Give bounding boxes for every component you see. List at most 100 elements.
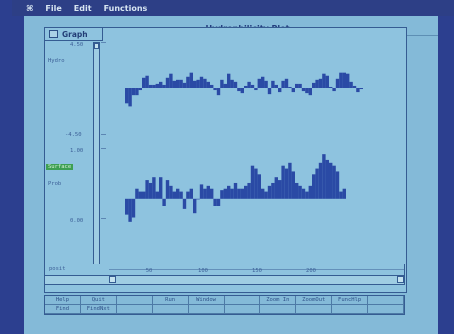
panel-0-bar-16 — [179, 79, 183, 88]
panel-0-bar-32 — [233, 81, 238, 88]
graph-tab[interactable]: Graph — [45, 28, 103, 41]
toolbar-row2-cell-9[interactable] — [368, 305, 404, 314]
panel-0-bar-17 — [182, 82, 187, 88]
panel-1-bar-40 — [261, 188, 265, 199]
panel-0-bar-6 — [145, 75, 149, 88]
panel-0-bar-64 — [342, 72, 346, 88]
panel-1-bar-2 — [131, 198, 136, 218]
panel-1-bar-59 — [325, 159, 329, 199]
panel-0-bar-3 — [135, 88, 139, 96]
panel-1-bar-8 — [152, 177, 156, 199]
panel-0-bar-54 — [308, 88, 312, 96]
toolbar-row2-cell-4[interactable] — [188, 305, 225, 314]
toolbar-row1-cell-3[interactable]: Run — [152, 296, 189, 305]
toolbar-row2-cell-6[interactable] — [260, 305, 297, 314]
panel-1-bar-30 — [227, 185, 231, 199]
panel-1-bar-17 — [182, 198, 187, 209]
panel-1-bar-41 — [264, 191, 268, 199]
panel-1-bar-10 — [159, 177, 163, 199]
panel-1-bar-23 — [203, 188, 207, 199]
panel-1-bar-42 — [267, 185, 272, 199]
menu-file[interactable]: File — [45, 3, 62, 13]
panel-0-bar-8 — [152, 84, 156, 88]
toolbar-row1-cell-2[interactable] — [116, 296, 153, 305]
panel-0-bar-4 — [138, 88, 142, 91]
close-box-icon[interactable] — [49, 30, 58, 38]
panel-1-bar-29 — [223, 188, 227, 199]
toolbar-row2-cell-1[interactable]: FindNxt — [80, 305, 117, 314]
toolbar-row1-cell-6[interactable]: Zoom In — [260, 296, 297, 305]
panel-0-bar-25 — [210, 84, 214, 88]
panel-0-bar-28 — [220, 79, 224, 88]
panel-0-bar-49 — [291, 88, 295, 93]
toolbar-row1-cell-8[interactable]: FuncHlp — [332, 296, 369, 305]
toolbar-row2-cell-3[interactable] — [152, 305, 189, 314]
panel-1-bar-57 — [318, 162, 323, 199]
panel-1-bar-19 — [189, 188, 193, 199]
ruler-tick-label-1: 100 — [198, 268, 208, 274]
toolbar-row2-cell-8[interactable] — [332, 305, 369, 314]
panel-0-bar-5 — [142, 77, 146, 88]
panel-1-bar-35 — [244, 185, 248, 199]
toolbar-row1-cell-7[interactable]: ZoomOut — [296, 296, 333, 305]
panel-1-bar-64 — [342, 188, 346, 199]
panel-0-bar-13 — [169, 73, 173, 88]
menu-functions[interactable]: Functions — [103, 3, 148, 13]
toolbar-row2-cell-5[interactable] — [224, 305, 261, 314]
panel-0-bar-40 — [261, 76, 265, 88]
panel-1-bar-20 — [193, 198, 197, 214]
panel-0-bar-41 — [264, 80, 268, 88]
toolbar-row1-cell-9[interactable] — [368, 296, 404, 305]
panel-1-bar-0 — [125, 198, 129, 215]
panel-1-bar-9 — [155, 191, 159, 199]
y-axis-labels: 4.50 Hydro -4.50 1.00 Surface Prob 0.00 — [46, 42, 92, 292]
horizontal-scrollbar[interactable] — [44, 276, 405, 285]
panel-0-bar-45 — [278, 88, 282, 93]
panel-1-bar-32 — [233, 182, 238, 199]
panel-0-bar-24 — [206, 81, 210, 88]
graph-window: Graph 4.50 Hydro -4.50 1.00 Surface Prob… — [44, 27, 407, 293]
panel-1-bar-38 — [254, 168, 258, 199]
toolbar-row1-cell-5[interactable] — [224, 296, 261, 305]
panel-0-bar-39 — [257, 78, 261, 88]
panel-1-bar-7 — [148, 182, 153, 199]
panel-1-bar-12 — [165, 180, 170, 199]
panel-1-bar-14 — [172, 191, 176, 199]
panel-0-bar-46 — [281, 80, 285, 88]
scroll-up-arrow-icon[interactable] — [94, 43, 99, 49]
panel-1-bar-33 — [237, 188, 241, 199]
toolbar-row2-cell-0[interactable]: Find — [45, 305, 81, 314]
scroll-left-arrow-icon[interactable] — [109, 276, 116, 283]
position-ruler-row: posit 50 100 150 200 — [44, 264, 405, 276]
panel-1-bar-16 — [179, 191, 183, 199]
panel-0-bar-62 — [335, 78, 340, 88]
panel-0-bar-22 — [199, 76, 204, 88]
toolbar-row1-cell-1[interactable]: Quit — [80, 296, 117, 305]
panel-0-bar-69 — [359, 88, 363, 90]
surface-series-label[interactable]: Surface — [46, 164, 74, 170]
panel-0-bar-19 — [189, 72, 193, 88]
panel-0-bar-15 — [176, 79, 180, 88]
panel-0-bar-11 — [162, 84, 166, 88]
apple-menu-icon[interactable]: ⌘ — [26, 3, 34, 13]
toolbar-row2-cell-2[interactable] — [116, 305, 153, 314]
toolbar-row2-cell-7[interactable] — [296, 305, 333, 314]
graph-tab-label: Graph — [62, 29, 88, 39]
panel-1-bar-55 — [312, 174, 316, 199]
panel-0-bar-43 — [271, 80, 275, 88]
panel-1-bar-39 — [257, 174, 261, 199]
panel-1-bar-63 — [339, 191, 343, 199]
hydro-series-label: Hydro — [48, 58, 65, 64]
toolbar-row1-cell-0[interactable]: Help — [45, 296, 81, 305]
panel-0-bar-27 — [216, 88, 221, 96]
vertical-scrollbar[interactable] — [93, 42, 100, 278]
panel-1-bar-45 — [278, 180, 282, 199]
panel-0-bar-10 — [159, 81, 163, 88]
scroll-right-arrow-icon[interactable] — [397, 276, 404, 283]
menu-edit[interactable]: Edit — [73, 3, 92, 13]
panel-0-bar-36 — [247, 81, 251, 88]
toolbar-row1-cell-4[interactable]: Window — [188, 296, 225, 305]
panel-1-bar-50 — [295, 182, 299, 199]
panel-0-bar-52 — [301, 88, 306, 92]
panel-0-bar-12 — [165, 77, 170, 88]
